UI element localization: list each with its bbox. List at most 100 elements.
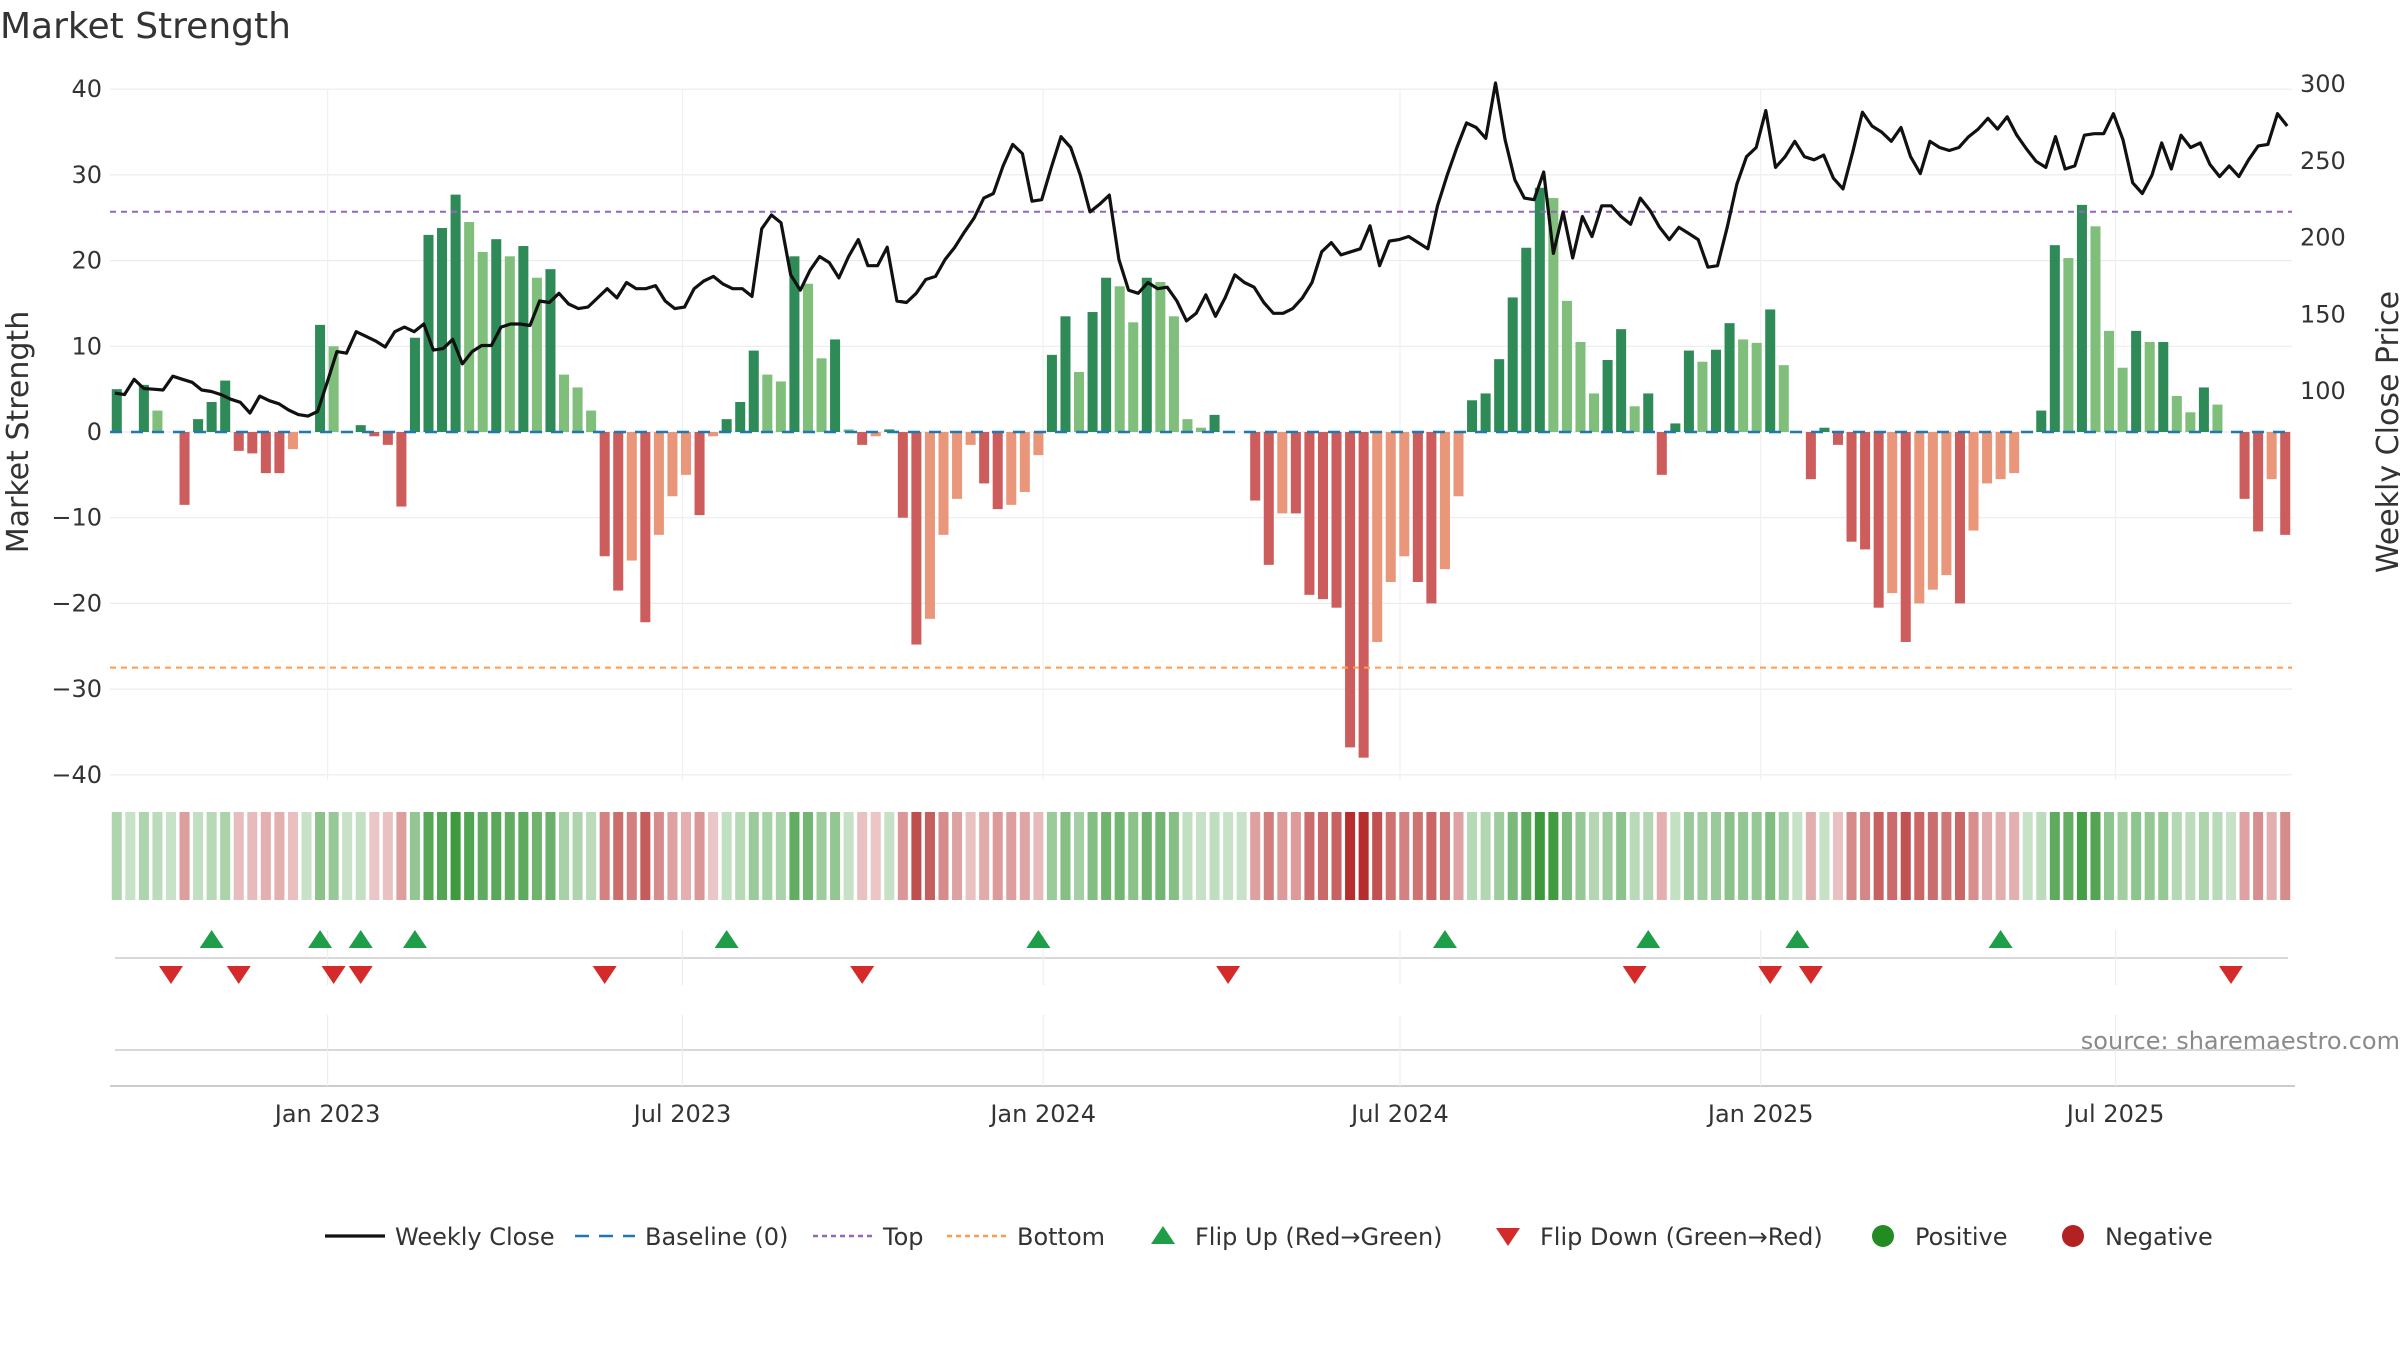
heat-cell xyxy=(1724,812,1735,900)
legend-label: Positive xyxy=(1915,1223,2008,1251)
strength-bar xyxy=(1480,393,1491,432)
heat-cell xyxy=(1074,812,1085,900)
heat-cell xyxy=(2225,812,2237,900)
heat-cell xyxy=(1805,812,1816,900)
strength-bar xyxy=(1168,316,1179,432)
axis-labels: −40 −30 −20 −10 0 10 20 30 40 100 150 200 250 300 Mark… xyxy=(1,70,2400,789)
strength-bar xyxy=(260,432,271,474)
heat-cell xyxy=(572,812,583,900)
strength-bar xyxy=(2253,432,2264,532)
heat-cell xyxy=(545,812,556,900)
flip-down-marker xyxy=(2219,966,2244,984)
heat-cell xyxy=(1521,812,1532,900)
heat-cell xyxy=(1738,812,1749,900)
strength-bar xyxy=(274,432,285,474)
strength-bar xyxy=(1155,282,1166,432)
heat-cell xyxy=(1480,812,1491,900)
strength-bar xyxy=(1629,406,1640,432)
heat-cell xyxy=(193,812,204,900)
heat-cell xyxy=(1182,812,1193,900)
heat-cell xyxy=(2076,812,2087,900)
strength-bar xyxy=(586,410,597,432)
strength-bar xyxy=(1128,322,1139,432)
heat-cell xyxy=(1317,812,1328,900)
strength-bar xyxy=(789,256,800,432)
heat-cell xyxy=(1060,812,1071,900)
strength-bar xyxy=(1724,323,1735,432)
strength-bar xyxy=(1263,432,1274,565)
strength-bar xyxy=(1832,432,1843,445)
heat-cell xyxy=(355,812,366,900)
heat-cell xyxy=(952,812,963,900)
strength-bar xyxy=(870,432,881,437)
heat-cell xyxy=(1683,812,1694,900)
heat-cell xyxy=(640,812,651,900)
left-tick-label: −30 xyxy=(51,675,102,703)
heat-cell xyxy=(1412,812,1423,900)
strength-bar xyxy=(1914,432,1925,604)
heat-cell xyxy=(1575,812,1586,900)
strength-bar xyxy=(2212,404,2223,432)
heat-cell xyxy=(1819,812,1830,900)
heat-cell xyxy=(450,812,461,900)
heat-cell xyxy=(2212,812,2223,900)
right-tick-label: 300 xyxy=(2300,70,2346,98)
strength-bar xyxy=(1250,432,1261,501)
strength-bar xyxy=(2144,342,2155,432)
heat-cell xyxy=(464,812,475,900)
strength-bar xyxy=(653,432,664,535)
flip-down-marker xyxy=(850,966,875,984)
heat-cell xyxy=(708,812,719,900)
strength-bar xyxy=(1819,427,1830,432)
strength-bar xyxy=(857,432,868,445)
heat-cell xyxy=(897,812,908,900)
strength-bar xyxy=(1114,286,1125,432)
strength-bar xyxy=(2131,330,2142,432)
strength-bar xyxy=(1900,432,1911,642)
strength-bar xyxy=(409,337,420,432)
x-tick-label: Jul 2024 xyxy=(1349,1100,1449,1128)
heat-cell xyxy=(2009,812,2020,900)
strength-bar xyxy=(1494,359,1505,432)
left-tick-label: 0 xyxy=(87,418,102,446)
strength-bar xyxy=(450,194,461,432)
heat-cell xyxy=(382,812,393,900)
heat-cell xyxy=(2158,812,2169,900)
strength-bar xyxy=(559,374,570,432)
heat-cell xyxy=(884,812,895,900)
strength-bar xyxy=(599,432,610,557)
heat-cell xyxy=(1954,812,1965,900)
strength-bar xyxy=(1358,432,1369,758)
heat-cell xyxy=(924,812,935,900)
heat-cell xyxy=(1697,812,1708,900)
strength-bar xyxy=(2266,432,2277,480)
strength-bar xyxy=(1860,432,1871,550)
strength-bar xyxy=(1439,432,1450,570)
strength-bar xyxy=(965,432,976,445)
heat-cell xyxy=(1101,812,1112,900)
strength-bar xyxy=(1643,393,1654,432)
strength-bar xyxy=(1087,312,1098,432)
strength-bar xyxy=(1399,432,1410,557)
heat-cell xyxy=(2266,812,2277,900)
heat-cell xyxy=(694,812,705,900)
flip-down-marker xyxy=(1758,966,1783,984)
legend-item: Flip Down (Green→Red) xyxy=(1496,1223,1823,1251)
strength-bar xyxy=(287,432,298,450)
strength-bar xyxy=(2280,432,2291,535)
heat-cell xyxy=(2144,812,2155,900)
heat-cell xyxy=(315,812,326,900)
strength-bar xyxy=(1738,339,1749,432)
legend-swatch-flip-down xyxy=(1496,1228,1520,1246)
strength-bar xyxy=(1317,432,1328,600)
heat-cell xyxy=(1616,812,1627,900)
heat-cell xyxy=(857,812,868,900)
strength-bar xyxy=(1304,432,1315,595)
legend-label: Top xyxy=(882,1223,924,1251)
heat-cell xyxy=(2253,812,2264,900)
left-tick-label: 20 xyxy=(71,247,102,275)
strength-bar xyxy=(1954,432,1965,604)
heat-cell xyxy=(1792,812,1803,900)
strength-bar xyxy=(830,339,841,432)
heat-cell xyxy=(1385,812,1396,900)
